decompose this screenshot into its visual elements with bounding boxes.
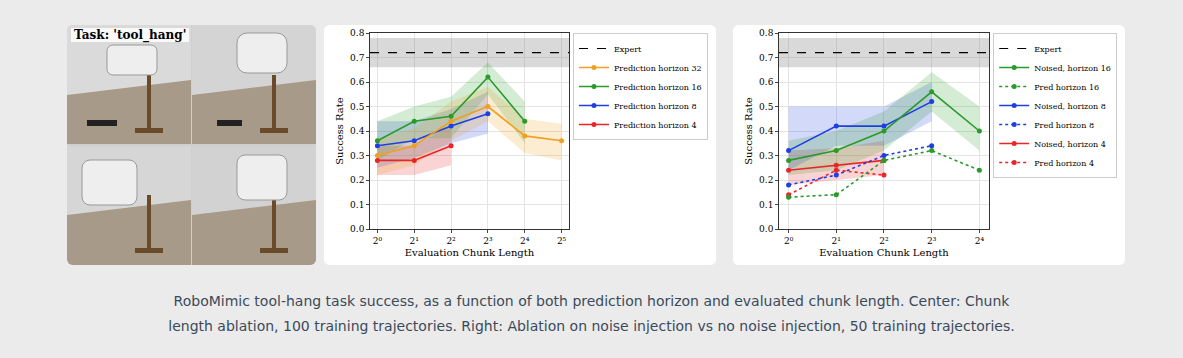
svg-text:Pred horizon 4: Pred horizon 4 (1034, 159, 1094, 168)
svg-text:2³: 2³ (927, 236, 937, 246)
svg-text:0.4: 0.4 (350, 126, 365, 136)
svg-text:Prediction horizon 4: Prediction horizon 4 (614, 121, 697, 130)
svg-text:2²: 2² (879, 236, 889, 246)
svg-text:0.5: 0.5 (350, 102, 365, 112)
svg-text:0.7: 0.7 (759, 53, 774, 63)
svg-text:2⁰: 2⁰ (373, 236, 383, 246)
svg-text:2²: 2² (446, 236, 456, 246)
svg-text:0.1: 0.1 (759, 200, 773, 210)
svg-text:Pred horizon 8: Pred horizon 8 (1034, 121, 1094, 130)
svg-text:Noised, horizon 8: Noised, horizon 8 (1034, 102, 1106, 111)
svg-text:0.0: 0.0 (759, 224, 774, 234)
svg-text:Evaluation Chunk Length: Evaluation Chunk Length (819, 247, 949, 258)
svg-text:0.4: 0.4 (759, 126, 774, 136)
svg-text:2¹: 2¹ (832, 236, 841, 246)
svg-text:2⁰: 2⁰ (784, 236, 794, 246)
svg-text:Evaluation Chunk Length: Evaluation Chunk Length (405, 247, 535, 258)
svg-text:0.5: 0.5 (759, 102, 774, 112)
svg-text:Expert: Expert (614, 45, 642, 54)
svg-text:0.1: 0.1 (350, 200, 364, 210)
svg-text:0.0: 0.0 (350, 224, 365, 234)
svg-text:0.2: 0.2 (759, 175, 773, 185)
svg-text:2⁵: 2⁵ (557, 236, 567, 246)
svg-text:Prediction horizon 16: Prediction horizon 16 (614, 83, 702, 92)
svg-text:2¹: 2¹ (410, 236, 419, 246)
svg-text:Noised, horizon 16: Noised, horizon 16 (1034, 64, 1111, 73)
svg-text:0.7: 0.7 (350, 53, 365, 63)
svg-text:0.8: 0.8 (350, 28, 365, 38)
svg-text:Prediction horizon 32: Prediction horizon 32 (614, 64, 702, 73)
html-text:Task: 'tool_hang': Task: 'tool_hang' (74, 28, 187, 42)
html-text:RoboMimic tool-hang task succe: RoboMimic tool-hang task success, as a f… (168, 293, 1015, 334)
svg-text:0.6: 0.6 (350, 77, 365, 87)
svg-text:0.8: 0.8 (759, 28, 774, 38)
svg-text:0.3: 0.3 (350, 151, 365, 161)
svg-text:Success Rate: Success Rate (334, 97, 345, 165)
svg-text:Noised, horizon 4: Noised, horizon 4 (1034, 140, 1106, 149)
svg-text:2⁴: 2⁴ (520, 236, 530, 246)
svg-text:Expert: Expert (1034, 45, 1062, 54)
svg-text:2⁴: 2⁴ (975, 236, 985, 246)
svg-text:0.3: 0.3 (759, 151, 774, 161)
svg-text:0.6: 0.6 (759, 77, 774, 87)
svg-text:2³: 2³ (483, 236, 493, 246)
svg-text:Pred horizon 16: Pred horizon 16 (1034, 83, 1099, 92)
svg-text:Prediction horizon 8: Prediction horizon 8 (614, 102, 697, 111)
svg-text:0.2: 0.2 (350, 175, 364, 185)
svg-text:Success Rate: Success Rate (743, 97, 754, 165)
